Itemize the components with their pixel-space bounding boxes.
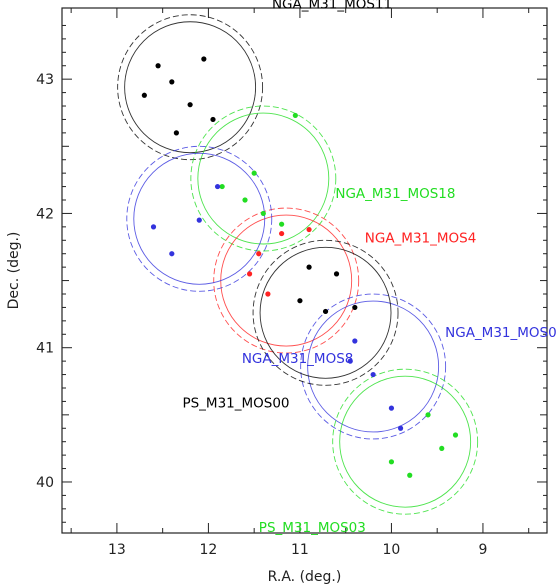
field-circle: [133, 152, 266, 285]
data-point: [173, 130, 179, 136]
point-layer: [141, 56, 459, 478]
data-point: [246, 271, 253, 277]
x-tick-label: 13: [108, 542, 126, 558]
plot-frame: [61, 7, 548, 534]
data-point: [306, 264, 312, 270]
data-point: [256, 251, 262, 257]
data-point: [397, 425, 404, 431]
data-point: [210, 116, 216, 123]
data-point: [352, 338, 358, 344]
field-label: NGA_M31_MOS4: [365, 231, 477, 247]
field-circle: [259, 246, 392, 379]
data-point: [306, 226, 312, 233]
data-point: [425, 412, 431, 418]
data-point: [260, 210, 266, 217]
data-point: [297, 298, 303, 304]
y-tick-label: 42: [36, 206, 54, 222]
data-point: [214, 183, 221, 190]
field-circle: [124, 21, 257, 154]
field-circle: [220, 214, 353, 347]
field-label-layer: NGA_M31_MOS11 NGA_M31_MOS18 NGA_M31_MOS4 NG…: [182, 0, 556, 536]
data-point: [279, 230, 285, 237]
field-circle: [339, 375, 472, 508]
data-point: [187, 102, 193, 108]
field-circle-dashed: [126, 145, 273, 292]
field-label: NGA_M31_MOS0: [445, 325, 557, 341]
field-label: NGA_M31_MOS8: [242, 351, 354, 367]
field-circle-dashed: [332, 368, 479, 515]
data-point: [279, 221, 285, 227]
x-axis-label: R.A. (deg.): [268, 569, 342, 585]
data-point: [407, 472, 413, 478]
data-point: [251, 170, 257, 176]
data-point: [333, 271, 340, 277]
x-tick-label: 12: [200, 542, 218, 558]
field-circle: [307, 300, 440, 433]
data-point: [292, 112, 298, 119]
data-point: [201, 56, 207, 62]
data-point: [452, 432, 459, 438]
data-point: [370, 371, 376, 378]
data-point: [141, 92, 147, 98]
data-point: [196, 217, 202, 223]
field-circle-dashed: [300, 293, 447, 440]
field-label: PS_M31_MOS03: [259, 520, 366, 536]
data-point: [347, 358, 353, 364]
data-point: [265, 291, 271, 297]
field-label: NGA_M31_MOS11: [272, 0, 392, 13]
data-point: [439, 445, 445, 452]
field-circle: [197, 112, 330, 245]
y-tick-label: 40: [36, 475, 54, 491]
data-point: [169, 79, 175, 85]
field-layer: [117, 14, 479, 515]
data-point: [242, 197, 248, 203]
data-point: [169, 251, 175, 257]
data-point: [388, 405, 395, 411]
field-circle-dashed: [190, 105, 337, 252]
y-tick-label: 41: [36, 341, 54, 357]
field-label: NGA_M31_MOS18: [335, 186, 455, 202]
data-point: [352, 304, 358, 311]
data-point: [150, 224, 157, 230]
x-tick-label: 9: [478, 542, 487, 558]
field-circle-dashed: [213, 207, 360, 354]
field-label: PS_M31_MOS00: [182, 396, 289, 412]
x-tick-label: 11: [291, 542, 309, 558]
axis-layer: 13 12 11 10 9 40 41 42 43: [36, 8, 547, 558]
data-point: [219, 183, 225, 190]
y-tick-label: 43: [36, 72, 54, 88]
y-axis-label: Dec. (deg.): [6, 232, 22, 310]
field-circle-dashed: [252, 239, 399, 386]
data-point: [388, 459, 395, 465]
x-tick-label: 10: [383, 542, 401, 558]
data-point: [155, 63, 161, 69]
data-point: [322, 308, 329, 315]
field-circle-dashed: [117, 14, 264, 161]
